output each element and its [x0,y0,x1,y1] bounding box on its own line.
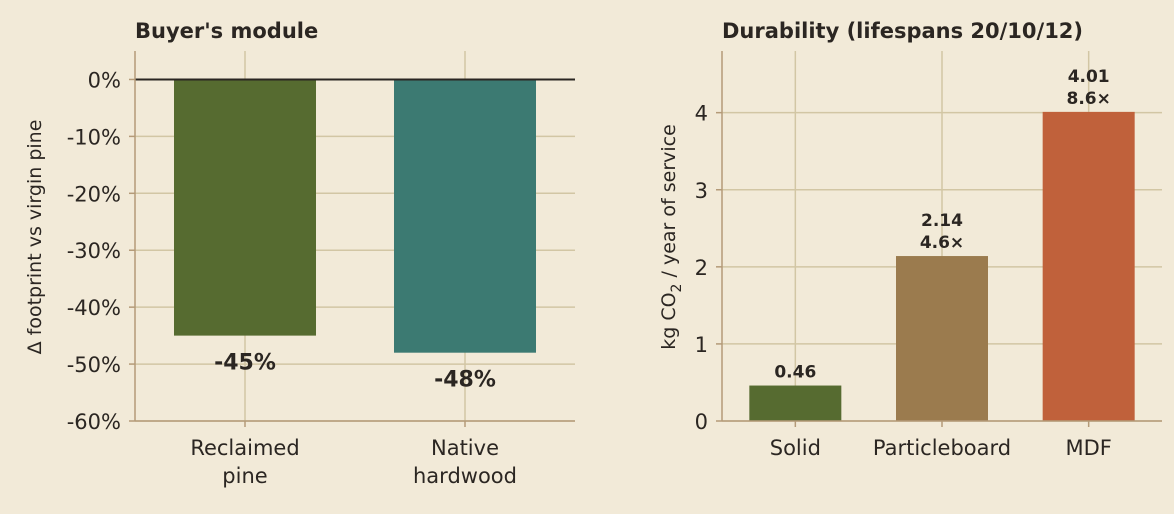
right-x-tick-label: Solid [770,436,821,460]
right-y-label-subscript: 2 [669,284,685,293]
left-x-ticks: Reclaimed pine Native hardwood [190,421,517,488]
right-bar-value-label: 4.6× [920,233,964,253]
left-bar [394,79,536,353]
left-bar [174,79,316,336]
left-x-tick-label: hardwood [413,464,517,488]
right-x-tick-label: MDF [1065,436,1111,460]
right-chart-title: Durability (lifespans 20/10/12) [722,19,1083,43]
right-y-tick-label: 2 [695,256,708,280]
left-bars [174,79,536,353]
left-y-tick-label: -60% [67,410,121,434]
left-y-tick-label: -40% [67,296,121,320]
right-bars [749,111,1135,421]
right-bar-value-label: 0.46 [774,363,816,383]
right-x-ticks: Solid Particleboard MDF [770,421,1112,460]
right-y-tick-label: 0 [695,410,708,434]
right-y-tick-label: 3 [695,179,708,203]
right-y-axis-label: kg CO2 / year of service [658,124,685,350]
right-bar-value-label: 8.6× [1066,89,1110,109]
left-chart-buyers-module: 0% -10% -20% -30% -40% -50% -60% Reclaimed pine… [24,19,575,488]
right-y-label-main: kg CO [658,292,680,349]
left-x-tick-label: pine [222,464,267,488]
right-y-label-rest: / year of service [658,124,680,283]
right-y-tick-label: 4 [695,102,708,126]
right-data-labels: 0.46 2.144.6× 4.018.6× [774,67,1110,383]
left-y-ticks: 0% -10% -20% -30% -40% -50% -60% [67,68,135,434]
right-bar [896,256,988,421]
left-bar-value-label: -45% [214,351,276,376]
left-x-tick-label: Reclaimed [190,436,299,460]
right-bar-value-label: 2.14 [921,211,963,231]
left-y-axis-label: Δ footprint vs virgin pine [24,120,46,355]
right-y-ticks: 0 1 2 3 4 [695,102,722,434]
right-chart-durability: 0 1 2 3 4 Solid Particleboard MDF 0.46 2.144.6×… [658,19,1162,460]
right-bar-value-label: 4.01 [1068,67,1110,87]
left-x-tick-label: Native [431,436,499,460]
left-chart-title: Buyer's module [135,19,318,43]
left-y-tick-label: -50% [67,353,121,377]
left-y-tick-label: -30% [67,239,121,263]
left-y-tick-label: -20% [67,182,121,206]
left-y-tick-label: 0% [88,68,121,92]
left-bar-value-label: -48% [434,368,496,393]
right-bar [749,385,842,421]
left-y-tick-label: -10% [67,125,121,149]
right-y-tick-label: 1 [695,333,708,357]
right-x-tick-label: Particleboard [873,436,1011,460]
right-bar [1042,111,1135,421]
left-data-labels: -45% -48% [214,351,496,393]
